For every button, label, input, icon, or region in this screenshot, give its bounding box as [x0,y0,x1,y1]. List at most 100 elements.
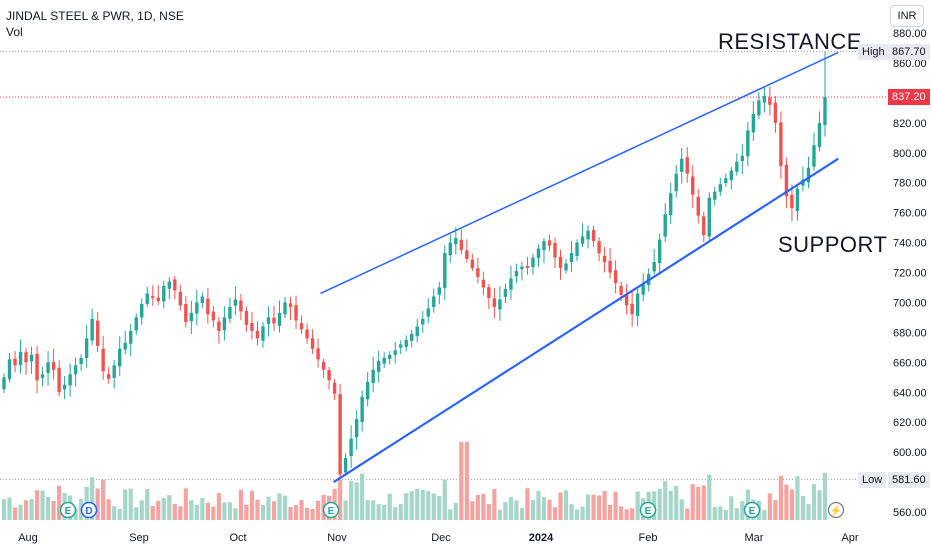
volume-bar [729,496,734,520]
volume-bar [437,495,442,520]
volume-bar [685,508,690,520]
candle-body [630,303,634,315]
volume-bar [156,500,161,520]
support-trendline[interactable] [333,157,839,483]
y-tick-label: 680.00 [893,327,927,339]
candle-body [261,326,265,341]
volume-bar [822,472,828,520]
candle-body [470,259,475,269]
volume-bar [349,481,354,520]
candle-body [327,370,331,381]
volume-bar [635,491,640,520]
candle-body [388,354,392,359]
candle-body [757,100,761,116]
volume-bar [492,488,497,520]
dividend-event-icon[interactable]: D [80,501,98,519]
volume-bar [376,504,381,520]
resistance-trendline[interactable] [320,51,839,295]
volume-bar [569,504,574,520]
earnings-event-icon[interactable]: E [743,501,761,519]
candle-body [448,242,453,256]
volume-bar [442,479,447,520]
candle-body [762,95,767,103]
volume-bar [365,500,370,520]
volume-bar [57,485,62,520]
earnings-event-icon[interactable]: E [59,501,77,519]
earnings-event-icon[interactable]: E [322,501,340,519]
volume-bar [420,489,425,520]
candle-body [365,381,370,400]
volume-bar [29,498,34,520]
candle-body [779,122,783,167]
volume-bar [630,508,635,520]
candle-body [349,438,353,457]
volume-bar [530,499,536,520]
y-tick-label: 780.00 [893,178,927,190]
candle-body [718,184,722,192]
candle-body [421,318,425,325]
candle-body [162,285,166,302]
volume-bar [707,474,712,520]
volume-bar [497,509,502,520]
candle-body [2,377,6,390]
volume-bar [740,501,745,520]
candle-body [376,360,381,372]
candle-body [79,357,83,364]
volume-bar [7,497,12,520]
y-tick-label: 640.00 [893,387,927,399]
candle-body [62,384,67,390]
dividend-marker-circle [80,501,98,519]
currency-button[interactable]: INR [890,5,924,27]
x-tick-label: Aug [18,532,38,544]
volume-bar [574,509,580,520]
volume-bar [139,500,144,520]
candle-body [399,344,403,348]
candle-body [145,293,149,304]
candle-body [641,284,645,295]
volume-bar [123,489,128,520]
candle-body [178,291,183,306]
candle-body [272,317,276,324]
volume-bar [178,506,183,520]
volume-bar [95,488,100,520]
volume-bar [591,494,596,520]
candle-body [481,279,486,288]
lightning-event-icon[interactable]: ⚡ [827,501,845,519]
y-tick-label: 760.00 [893,208,927,220]
candle-body [156,297,160,301]
volume-bar [398,504,403,520]
candle-body [740,155,745,162]
volume-bar [34,490,40,520]
y-tick-label: 720.00 [893,268,927,280]
volume-bar [112,506,117,520]
volume-bar [310,508,315,520]
candle-body [784,164,789,197]
candle-body [410,333,414,341]
volume-bar [806,504,811,520]
volume-bar [696,486,701,520]
last-price-tag: 837.20 [888,89,930,105]
event-marker-glyph: D [85,506,92,517]
event-marker-glyph: E [749,506,756,517]
candle-body [795,188,800,212]
x-tick-label: 2024 [529,532,554,544]
candle-body [360,396,364,423]
candle-body [338,394,342,475]
earnings-event-icon[interactable]: E [639,501,657,519]
volume-bar [183,488,188,520]
volume-bar [40,490,45,520]
volume-bar [371,500,376,520]
candle-body [514,271,519,277]
volume-bar [762,509,767,520]
candle-body [613,270,618,283]
volume-bar [619,506,624,520]
candle-body [602,255,607,263]
y-tick-label: 880.00 [893,28,927,40]
candle-body [68,374,72,386]
volume-bar [382,504,387,520]
volume-bar [448,509,453,520]
volume-bar [73,508,78,520]
volume-bar [558,492,563,520]
volume-bar [431,493,436,520]
